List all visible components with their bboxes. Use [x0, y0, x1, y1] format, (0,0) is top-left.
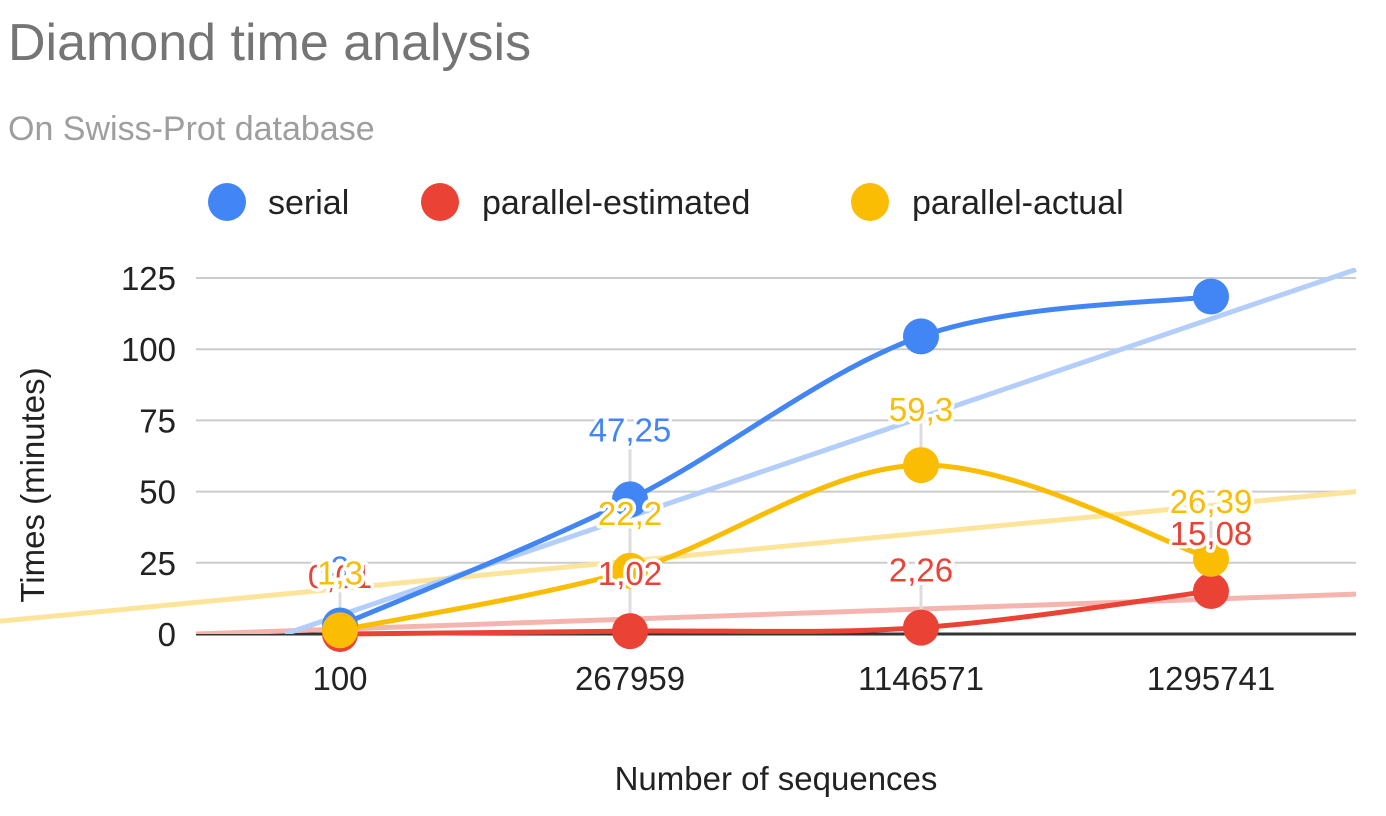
legend-label-parallel-actual: parallel-actual: [912, 184, 1124, 222]
y-tick-label: 0: [158, 616, 176, 653]
legend-label-parallel-estimated: parallel-estimated: [482, 184, 750, 222]
data-label-parallel-actual: 22,2: [598, 495, 662, 532]
legend-marker-parallel-estimated: [421, 183, 459, 221]
y-tick-label: 50: [139, 474, 176, 511]
data-point-parallel-actual: [903, 447, 939, 484]
trendline-parallel-estimated: [195, 591, 1357, 634]
series-line-parallel-actual: [337, 462, 1214, 633]
series-lines: [337, 294, 1214, 637]
data-point-parallel-estimated: [903, 609, 939, 646]
x-tick-label: 267959: [575, 660, 685, 697]
y-tick-label: 25: [139, 545, 176, 582]
series-line-parallel-estimated: [337, 588, 1214, 637]
data-point-serial: [903, 318, 939, 355]
grid: [196, 277, 1356, 636]
data-label-parallel-estimated: 1,02: [598, 555, 662, 592]
data-labels: 3 47,25 0,01 1,02 2,26 15,08 1,3 22,2 59,3 26,39: [304, 388, 1255, 599]
data-point-parallel-estimated: [612, 613, 648, 650]
x-axis-title: Number of sequences: [615, 760, 938, 797]
data-point-parallel-actual: [1193, 540, 1229, 577]
data-point-serial: [612, 481, 648, 518]
legend-label-serial: serial: [268, 184, 349, 222]
data-label-parallel-actual: 26,39: [1170, 483, 1253, 520]
x-tick-label: 1295741: [1147, 660, 1275, 697]
data-label-parallel-actual: 59,3: [889, 391, 953, 428]
data-point-parallel-actual: [322, 612, 358, 649]
data-label-parallel-estimated: 15,08: [1170, 515, 1253, 552]
y-tick-label: 100: [121, 331, 176, 368]
trendlines: [0, 268, 1357, 634]
data-label-parallel-actual: 1,3: [317, 554, 363, 591]
data-label-serial: 3: [331, 549, 349, 586]
x-axis-ticks: 100 267959 1146571 1295741: [312, 660, 1275, 697]
series-line-serial: [337, 294, 1214, 628]
label-leader-lines: [338, 423, 1213, 616]
chart-title: Diamond time analysis: [8, 14, 531, 72]
data-point-serial: [1193, 278, 1229, 315]
y-axis-title: Times (minutes): [14, 367, 51, 602]
data-points: [322, 278, 1229, 652]
y-tick-label: 125: [121, 260, 176, 297]
y-tick-label: 75: [139, 402, 176, 439]
legend: serial parallel-estimated parallel-actua…: [208, 183, 1124, 222]
data-label-parallel-estimated: 0,01: [308, 558, 372, 595]
x-tick-label: 100: [312, 660, 367, 697]
data-label-parallel-estimated: 2,26: [889, 552, 953, 589]
chart-subtitle: On Swiss-Prot database: [8, 110, 375, 148]
x-tick-label: 1146571: [858, 660, 984, 697]
legend-marker-parallel-actual: [851, 183, 889, 221]
data-point-parallel-actual: [612, 552, 648, 589]
y-axis-ticks: 0 25 50 75 100 125: [121, 260, 176, 653]
legend-marker-serial: [208, 183, 246, 221]
data-label-serial: 47,25: [589, 411, 672, 448]
data-point-parallel-estimated: [1193, 573, 1229, 610]
